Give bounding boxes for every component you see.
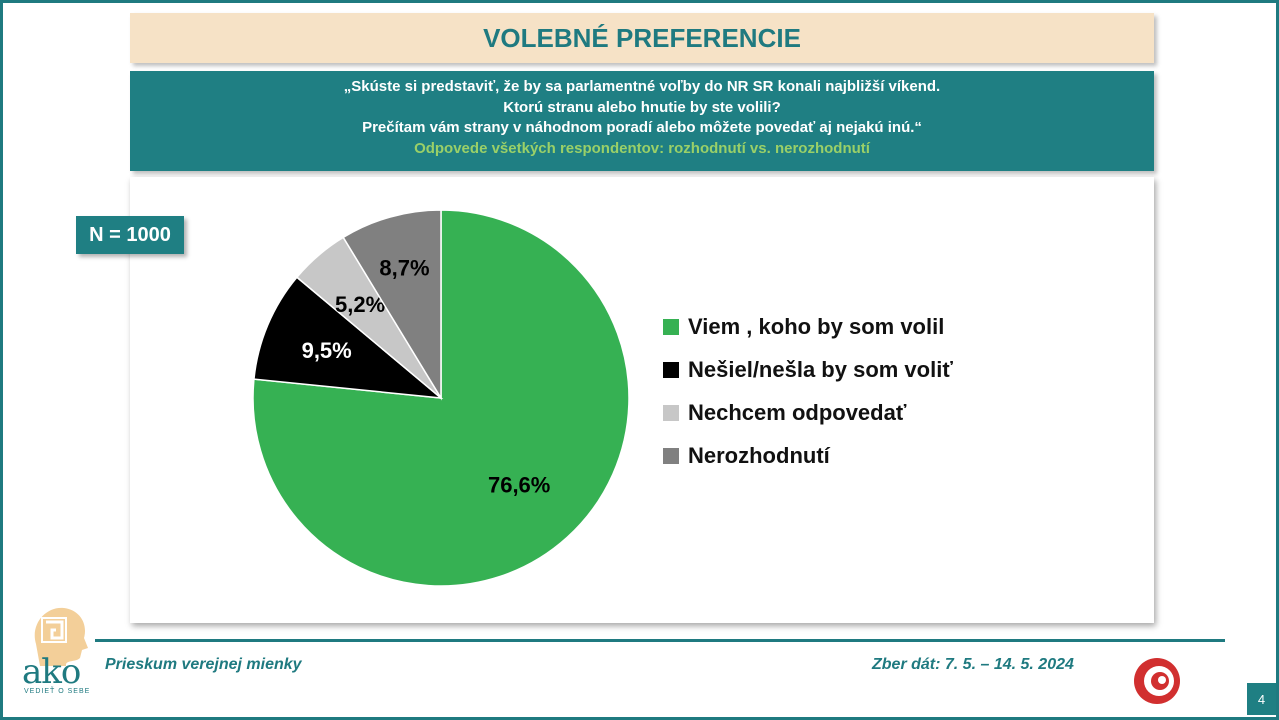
legend-item-1: Viem , koho by som volil <box>663 305 953 348</box>
legend-item-4: Nerozhodnutí <box>663 434 953 477</box>
legend-label: Nechcem odpovedať <box>688 399 907 425</box>
logo-wordmark: ako <box>22 652 81 692</box>
question-line-3: Prečítam vám strany v náhodnom poradí al… <box>362 119 922 136</box>
page-title-text: VOLEBNÉ PREFERENCIE <box>483 22 801 53</box>
legend-item-3: Nechcem odpovedať <box>663 391 953 434</box>
legend-item-2: Nešiel/nešla by som voliť <box>663 348 953 391</box>
footer-divider <box>95 639 1225 642</box>
sample-size-badge: N = 1000 <box>76 216 184 254</box>
sample-size-label: N = 1000 <box>89 223 171 246</box>
emblem-icon <box>1134 658 1180 704</box>
legend-label: Nešiel/nešla by som voliť <box>688 356 953 382</box>
footer-survey-label: Prieskum verejnej mienky <box>105 656 302 673</box>
legend-swatch <box>663 361 679 378</box>
legend-swatch <box>663 318 679 335</box>
legend-label: Viem , koho by som volil <box>688 313 945 339</box>
page-title: VOLEBNÉ PREFERENCIE <box>130 13 1154 63</box>
legend-swatch <box>663 447 679 464</box>
page-number: 4 <box>1247 683 1276 715</box>
logo-tagline: VEDIEŤ O SEBE <box>24 688 91 695</box>
legend-swatch <box>663 404 679 421</box>
question-line-1: „Skúste si predstaviť, že by sa parlamen… <box>343 78 941 95</box>
footer-collection-dates: Zber dát: 7. 5. – 14. 5. 2024 <box>872 656 1074 673</box>
question-subtitle: Odpovede všetkých respondentov: rozhodnu… <box>414 139 870 157</box>
legend-label: Nerozhodnutí <box>688 442 830 468</box>
chart-legend: Viem , koho by som volil Nešiel/nešla by … <box>663 305 953 477</box>
ako-logo-icon <box>34 607 88 666</box>
question-line-2: Ktorú stranu alebo hnutie by ste volili? <box>503 98 781 116</box>
question-box: „Skúste si predstaviť, že by sa parlamen… <box>130 71 1154 171</box>
chart-panel <box>130 177 1154 623</box>
